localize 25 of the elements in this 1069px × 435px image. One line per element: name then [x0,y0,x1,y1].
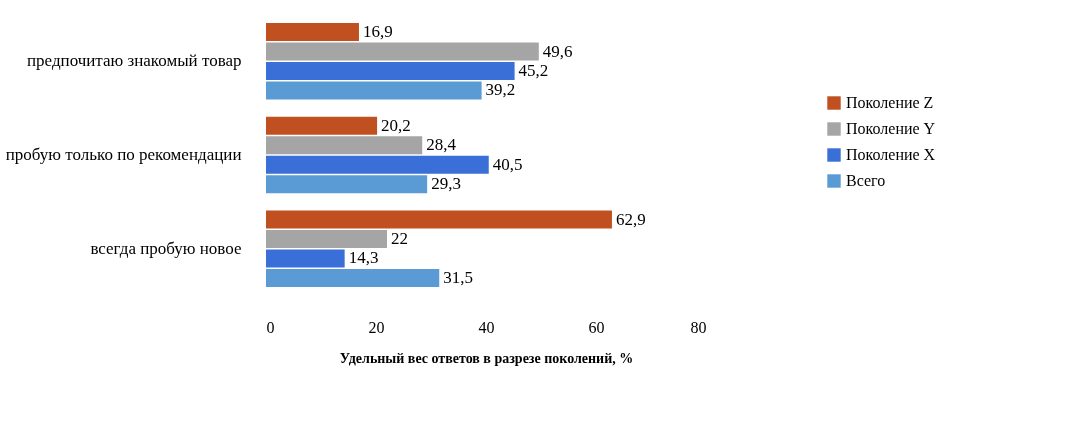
data-label: 28,4 [426,135,457,155]
y-tick-label: пробую только по рекомендации [5,145,242,164]
x-axis-title: Удельный вес ответов в разрезе поколений, % [339,350,634,366]
data-label: 16,9 [362,22,393,42]
data-label: 62,9 [615,209,646,229]
data-label: 45,2 [518,60,549,80]
x-tick-label: 80 [690,318,707,336]
legend-label: Поколение X [846,146,936,163]
data-label: 20,2 [381,115,411,135]
data-label: 49,6 [542,41,573,61]
y-tick-label: всегда пробую новое [90,238,242,258]
data-label: 31,5 [443,267,473,287]
legend-label: Поколение Y [846,120,936,137]
y-tick-label: предпочитаю знакомый товар [26,51,242,71]
legend-label: Поколение Z [846,94,934,111]
data-label: 40,5 [492,154,523,174]
data-label: 14,3 [348,248,379,268]
x-tick-label: 0 [266,318,275,336]
data-label: 22 [391,229,408,249]
x-tick-label: 20 [368,318,385,336]
x-tick-label: 40 [478,318,495,336]
data-label: 39,2 [485,80,516,100]
legend-label: Всего [846,172,886,189]
x-tick-label: 60 [588,318,605,336]
data-label: 29,3 [431,174,461,194]
